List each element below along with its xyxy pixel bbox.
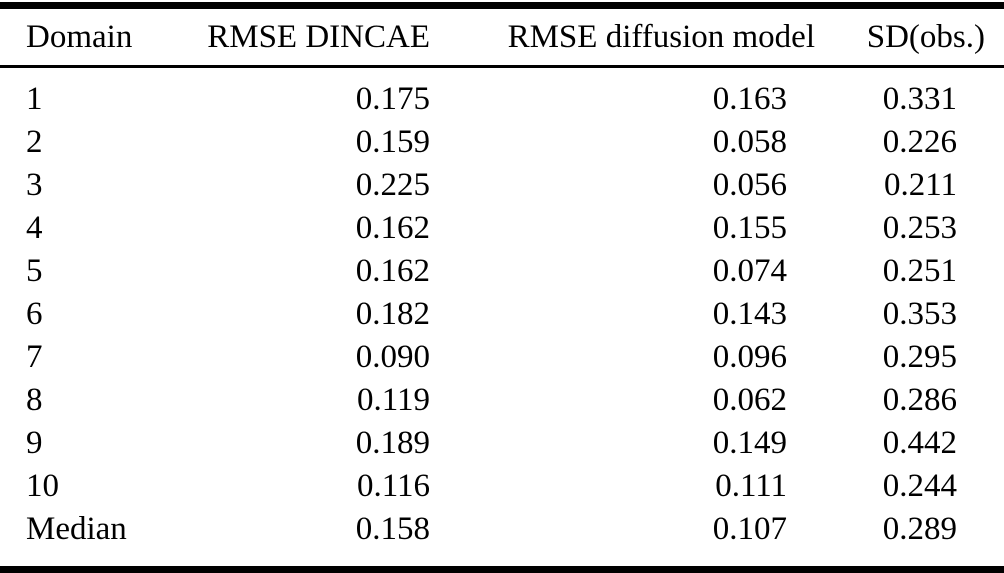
row-label-cell: 8 (26, 382, 43, 418)
table-row: 3 0.225 0.056 0.211 (0, 164, 1004, 207)
value-cell: 0.158 (355, 511, 430, 547)
value-cell: 0.163 (712, 81, 787, 117)
value-cell: 0.175 (355, 81, 430, 117)
table-row: 5 0.162 0.074 0.251 (0, 250, 1004, 293)
value-cell: 0.107 (712, 511, 787, 547)
value-cell: 0.162 (355, 210, 430, 246)
value-cell: 0.353 (882, 296, 957, 332)
value-cell: 0.244 (882, 468, 957, 504)
table-row: 8 0.119 0.062 0.286 (0, 379, 1004, 422)
value-cell: 0.211 (883, 167, 957, 203)
value-cell: 0.295 (882, 339, 957, 375)
row-label-cell: 5 (26, 253, 43, 289)
value-cell: 0.442 (882, 425, 957, 461)
row-label-cell: 7 (26, 339, 43, 375)
bottom-rule (0, 566, 1004, 573)
row-label-cell: 4 (26, 210, 43, 246)
value-cell: 0.062 (712, 382, 787, 418)
value-cell: 0.096 (712, 339, 787, 375)
value-cell: 0.253 (882, 210, 957, 246)
value-cell: 0.286 (882, 382, 957, 418)
value-cell: 0.149 (712, 425, 787, 461)
row-label-cell: 10 (26, 468, 59, 504)
value-cell: 0.226 (882, 124, 957, 160)
value-cell: 0.331 (882, 81, 957, 117)
spacer-cell (0, 67, 1004, 79)
value-cell: 0.119 (356, 382, 430, 418)
column-header-rmse-dincae: RMSE DINCAE (160, 2, 430, 68)
value-cell: 0.289 (882, 511, 957, 547)
table-row: 1 0.175 0.163 0.331 (0, 78, 1004, 121)
value-cell: 0.182 (355, 296, 430, 332)
value-cell: 0.155 (712, 210, 787, 246)
row-label-cell: 6 (26, 296, 43, 332)
column-header-domain: Domain (0, 2, 160, 68)
table-row: 9 0.189 0.149 0.442 (0, 422, 1004, 465)
table-header: Domain RMSE DINCAE RMSE diffusion model … (0, 2, 1004, 68)
results-table: Domain RMSE DINCAE RMSE diffusion model … (0, 2, 1004, 551)
value-cell: 0.162 (355, 253, 430, 289)
value-cell: 0.074 (712, 253, 787, 289)
table-row: Median 0.158 0.107 0.289 (0, 508, 1004, 551)
table-row: 2 0.159 0.058 0.226 (0, 121, 1004, 164)
row-label-cell: Median (26, 511, 127, 547)
spacer-row (0, 67, 1004, 79)
table-row: 7 0.090 0.096 0.295 (0, 336, 1004, 379)
table-row: 4 0.162 0.155 0.253 (0, 207, 1004, 250)
value-cell: 0.090 (355, 339, 430, 375)
value-cell: 0.111 (715, 468, 787, 504)
row-label-cell: 2 (26, 124, 43, 160)
value-cell: 0.116 (356, 468, 430, 504)
row-label-cell: 3 (26, 167, 43, 203)
value-cell: 0.159 (355, 124, 430, 160)
value-cell: 0.058 (712, 124, 787, 160)
column-header-sd-obs: SD(obs.) (815, 2, 1004, 68)
value-cell: 0.189 (355, 425, 430, 461)
value-cell: 0.251 (882, 253, 957, 289)
column-header-rmse-diffusion-model: RMSE diffusion model (430, 2, 815, 68)
value-cell: 0.143 (712, 296, 787, 332)
value-cell: 0.225 (355, 167, 430, 203)
table-body: 1 0.175 0.163 0.331 2 0.159 0.058 0.226 3 0.225 0.… (0, 67, 1004, 552)
row-label-cell: 1 (26, 81, 43, 117)
table-row: 10 0.116 0.111 0.244 (0, 465, 1004, 508)
table-header-row: Domain RMSE DINCAE RMSE diffusion model … (0, 2, 1004, 68)
row-label-cell: 9 (26, 425, 43, 461)
table-row: 6 0.182 0.143 0.353 (0, 293, 1004, 336)
value-cell: 0.056 (712, 167, 787, 203)
